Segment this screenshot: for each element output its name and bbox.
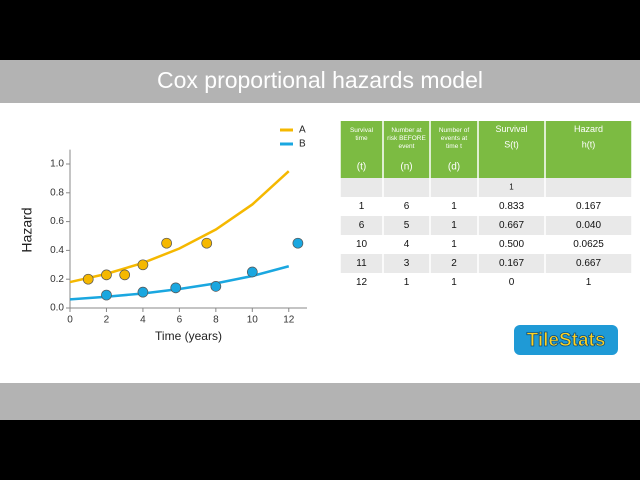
- table-header-symbol: h(t): [582, 139, 596, 149]
- table-cell: 0.0625: [573, 239, 604, 250]
- y-tick-label: 0.6: [50, 216, 64, 227]
- table-cell: 0.500: [499, 239, 524, 250]
- x-tick-label: 2: [104, 315, 110, 326]
- table-header-symbol: (d): [448, 162, 460, 173]
- x-tick-label: 0: [67, 315, 73, 326]
- point: [246, 266, 258, 278]
- legend-label: B: [299, 139, 306, 150]
- point: [82, 273, 94, 285]
- table-header-label: Hazard: [574, 124, 603, 134]
- table-row-bg: [340, 235, 632, 254]
- y-tick-label: 0.0: [50, 303, 64, 314]
- table-cell: 12: [356, 277, 368, 288]
- y-tick-label: 0.4: [50, 245, 64, 256]
- table-cell: 1: [359, 201, 365, 212]
- x-tick-label: 10: [247, 315, 259, 326]
- footer-band: [0, 383, 640, 420]
- table-row-bg: [340, 216, 632, 235]
- point: [101, 269, 112, 281]
- slide-title: Cox proportional hazards model: [157, 67, 483, 93]
- x-tick-label: 12: [283, 315, 295, 326]
- table-cell: 1: [451, 277, 457, 288]
- table-cell: 0.667: [499, 220, 524, 231]
- point: [292, 237, 304, 249]
- y-tick-label: 0.2: [50, 274, 64, 285]
- table-cell: 1: [451, 201, 457, 212]
- table-row-bg: [340, 254, 632, 273]
- table-cell: 0.040: [576, 220, 601, 231]
- table-cell: 0.167: [576, 201, 601, 212]
- table-cell: 1: [509, 183, 514, 192]
- table-row-bg: [340, 197, 632, 216]
- table-cell: 11: [356, 258, 367, 269]
- table-row-bg: [340, 178, 632, 197]
- point: [161, 237, 172, 249]
- y-axis-label: Hazard: [19, 207, 35, 252]
- point: [137, 259, 149, 271]
- table-cell: 1: [451, 239, 457, 250]
- logo: TileStats: [527, 330, 606, 351]
- y-tick-label: 0.8: [50, 187, 64, 198]
- point: [119, 269, 131, 281]
- table-cell: 1: [586, 277, 592, 288]
- table-header-symbol: (t): [357, 162, 366, 173]
- point: [170, 282, 182, 294]
- point: [137, 286, 149, 298]
- table-cell: 10: [356, 239, 368, 250]
- x-tick-label: 8: [213, 315, 219, 326]
- table-header-label: Survival time: [350, 127, 374, 142]
- table-row-bg: [340, 273, 632, 292]
- table-header-label: Survival: [495, 124, 527, 134]
- table-cell: 6: [359, 220, 365, 231]
- table-cell: 2: [451, 258, 457, 269]
- x-tick-label: 4: [140, 315, 146, 326]
- point: [101, 289, 112, 301]
- x-axis-label: Time (years): [155, 329, 222, 343]
- legend-label: A: [299, 125, 306, 136]
- table-header-label: Number of events at time t: [439, 127, 470, 150]
- title-band: [0, 60, 640, 103]
- point: [210, 281, 222, 292]
- table-cell: 5: [404, 220, 410, 231]
- logo-box: [514, 325, 618, 355]
- table-cell: 1: [404, 277, 410, 288]
- x-tick-label: 6: [177, 315, 183, 326]
- table-header-symbol: (n): [400, 162, 412, 173]
- table-cell: 1: [451, 220, 457, 231]
- table-cell: 3: [404, 258, 410, 269]
- table-cell: 4: [404, 239, 410, 250]
- table-cell: 0.167: [499, 258, 524, 269]
- table-cell: 0.833: [499, 201, 524, 212]
- y-tick-label: 1.0: [50, 159, 64, 170]
- point: [201, 237, 213, 249]
- table-header-bg: [340, 121, 632, 178]
- table-header-symbol: S(t): [504, 139, 519, 149]
- table-cell: 0: [509, 277, 515, 288]
- table-header-label: Number at risk BEFORE event: [387, 127, 426, 150]
- table-cell: 6: [404, 201, 410, 212]
- table-cell: 0.667: [576, 258, 601, 269]
